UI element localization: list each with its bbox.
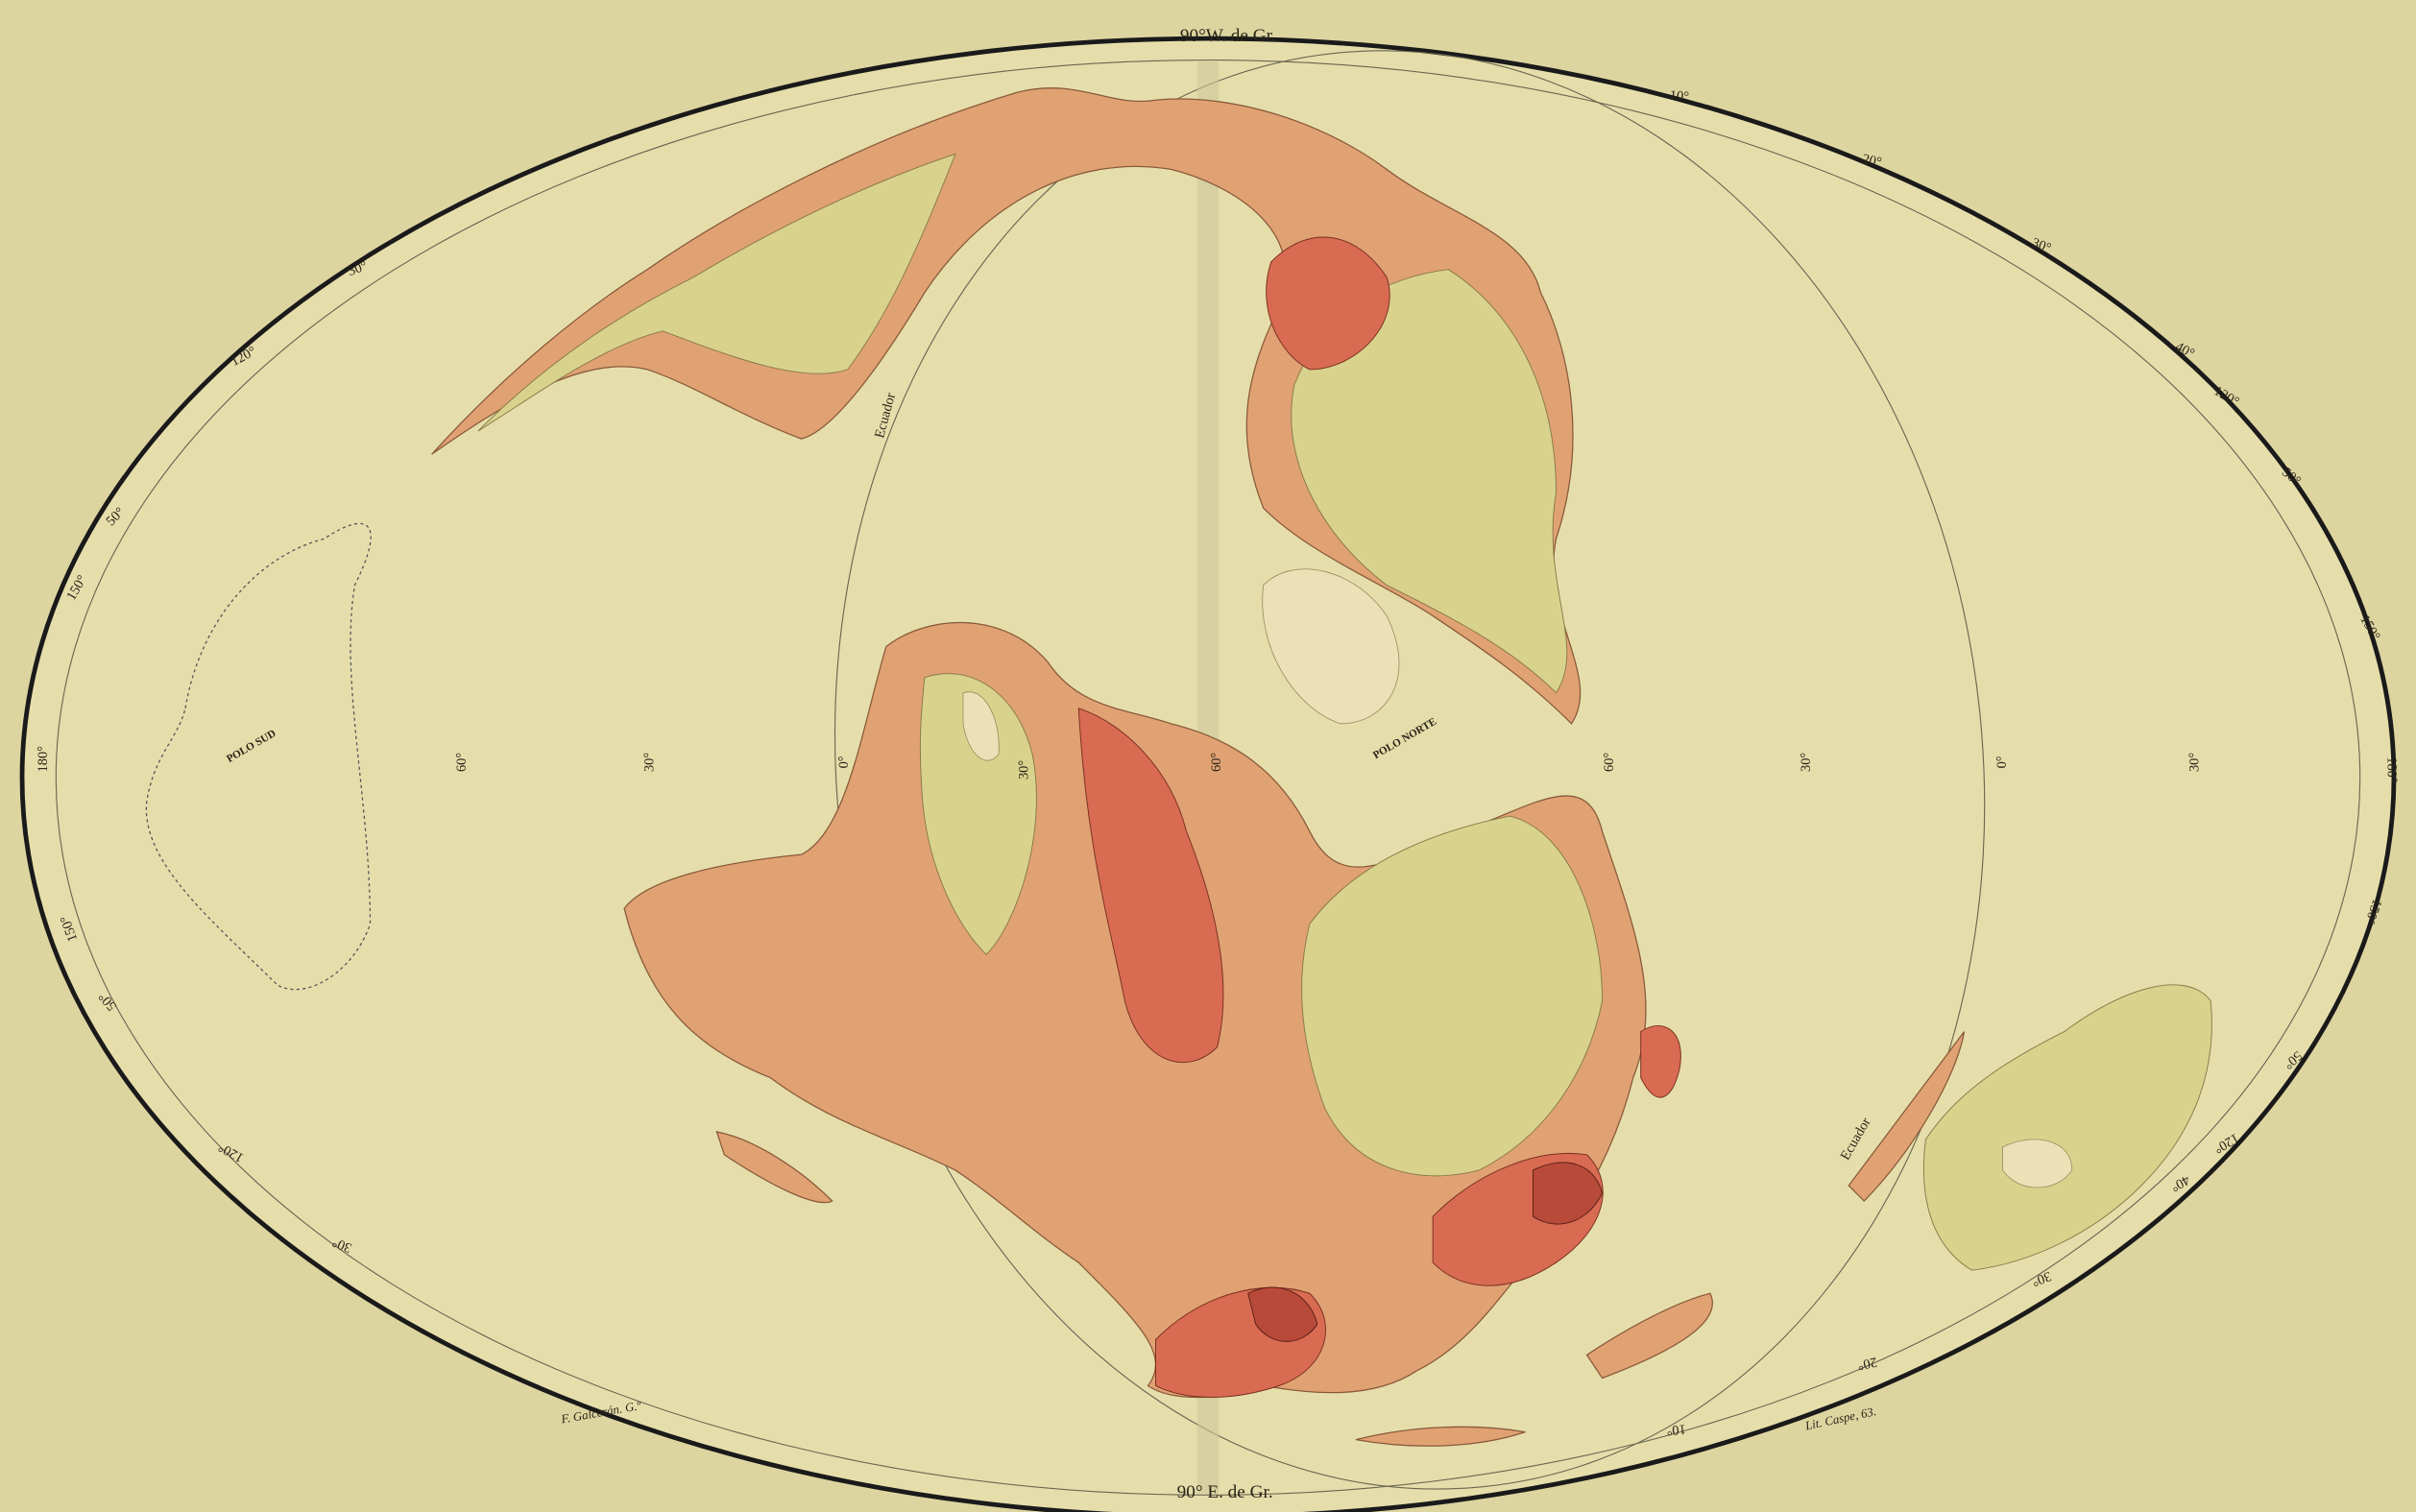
degree-label: 180° [2383, 756, 2399, 783]
region [1077, 708, 1224, 1064]
degree-label: 30° [2029, 1268, 2053, 1289]
degree-label: 60° [1602, 753, 1617, 772]
degree-label: 30° [2030, 235, 2054, 256]
region [962, 691, 1000, 761]
degree-label: 30° [330, 1234, 354, 1255]
region [1532, 1162, 1604, 1225]
degree-label: 60° [454, 753, 470, 772]
degree-label: 20° [1861, 152, 1883, 171]
region [919, 673, 1037, 956]
region [1247, 1286, 1318, 1342]
continent [1922, 984, 2212, 1271]
region [477, 153, 956, 432]
region [2002, 1139, 2073, 1188]
degree-label: 30° [346, 258, 370, 279]
degree-label: 180° [36, 746, 51, 773]
degree-label: 0° [836, 756, 852, 768]
region [1262, 568, 1400, 725]
region [1301, 815, 1604, 1177]
region [1291, 269, 1568, 694]
degree-label: 30° [1799, 753, 1814, 772]
island [715, 1130, 834, 1204]
degree-label: 20° [1856, 1354, 1878, 1373]
island [1355, 1426, 1526, 1447]
meridian-label: 90°W. de Gr. [1180, 26, 1276, 46]
island [1640, 1025, 1681, 1098]
degree-label: 10° [1666, 1421, 1687, 1438]
degree-label: 40° [2173, 339, 2198, 362]
degree-label: 30° [2186, 753, 2202, 772]
region [1266, 236, 1390, 371]
island [1585, 1292, 1713, 1380]
antarctica [145, 522, 372, 991]
degree-label: 0° [1994, 756, 2010, 768]
meridian-label: 90° E. de Gr. [1177, 1482, 1273, 1502]
degree-label: 30° [1016, 760, 1031, 780]
degree-label: 30° [642, 753, 658, 772]
degree-label: 60° [1209, 753, 1224, 772]
inner-border [55, 59, 2361, 1496]
island [1848, 1031, 1966, 1202]
degree-label: 10° [1669, 88, 1690, 106]
